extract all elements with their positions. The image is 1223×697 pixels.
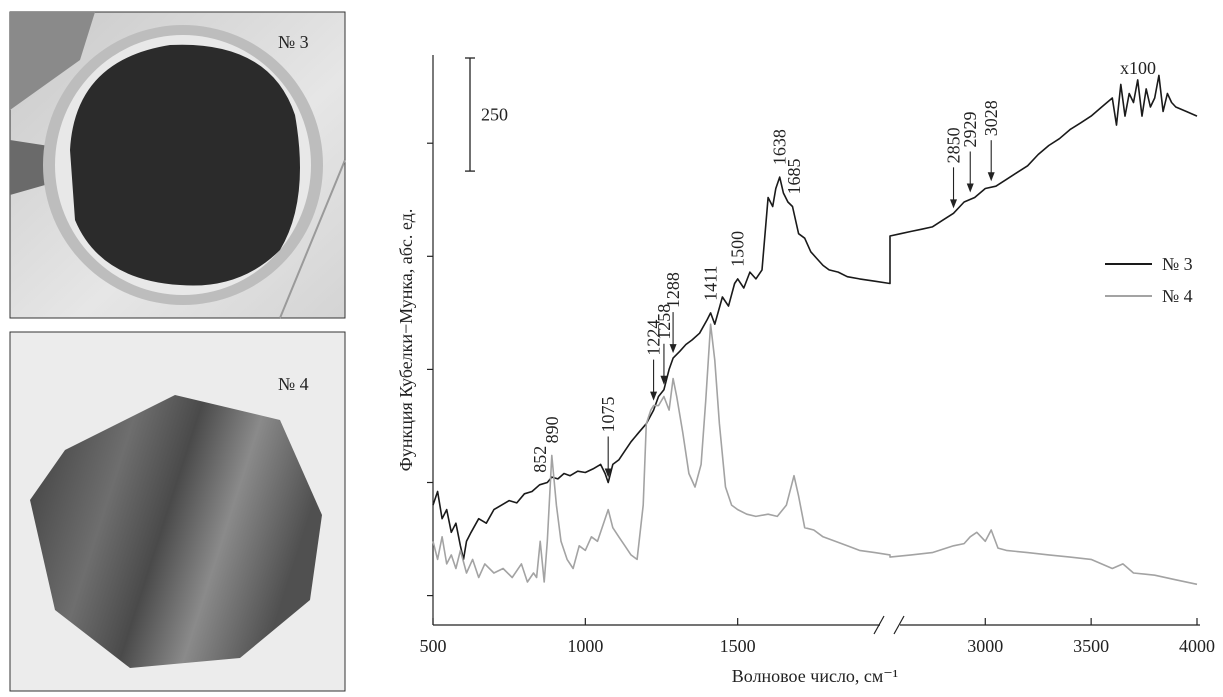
peak-label: 1685 <box>784 159 804 195</box>
peak-arrowhead <box>950 199 958 209</box>
y-axis-label: Функция Кубелки−Мунка, абс. ед. <box>396 209 416 472</box>
peak-label: 1224 <box>644 320 664 356</box>
peak-label: 2929 <box>960 112 980 148</box>
annotation: x100 <box>1120 58 1156 78</box>
peak-label: 890 <box>542 416 562 443</box>
peak-arrowhead <box>966 183 974 193</box>
peak-label: 2850 <box>944 127 964 163</box>
x-tick-label: 1000 <box>567 636 603 656</box>
peak-arrowhead <box>650 391 658 401</box>
x-tick-label: 500 <box>420 636 447 656</box>
x-tick-label: 3500 <box>1073 636 1109 656</box>
peak-label: 3028 <box>981 100 1001 136</box>
peak-label: 1500 <box>728 231 748 267</box>
x-axis-label: Волновое число, см⁻¹ <box>732 666 898 686</box>
peak-label: 1258 <box>654 304 674 340</box>
peak-label: 852 <box>530 446 550 473</box>
peak-label: 1411 <box>701 266 721 301</box>
photo-label: № 3 <box>278 32 309 52</box>
legend-label: № 3 <box>1162 254 1193 274</box>
peak-arrowhead <box>669 344 677 354</box>
x-tick-label: 1500 <box>720 636 756 656</box>
peak-label: 1288 <box>663 272 683 308</box>
peak-arrowhead <box>604 468 612 478</box>
photo-label: № 4 <box>278 374 309 394</box>
peak-arrowhead <box>987 172 995 182</box>
peak-label: 1638 <box>770 129 790 165</box>
series-line <box>432 74 1198 561</box>
x-tick-label: 4000 <box>1179 636 1215 656</box>
photo-2: № 4 <box>9 331 346 692</box>
photo-1: № 3 <box>9 11 346 319</box>
axes <box>432 55 1200 635</box>
peak-label: 1075 <box>598 397 618 433</box>
series-line <box>432 323 1198 586</box>
legend-label: № 4 <box>1162 286 1193 306</box>
peak-arrowhead <box>660 375 668 385</box>
scale-bar-label: 250 <box>481 105 508 125</box>
x-tick-label: 3000 <box>967 636 1003 656</box>
